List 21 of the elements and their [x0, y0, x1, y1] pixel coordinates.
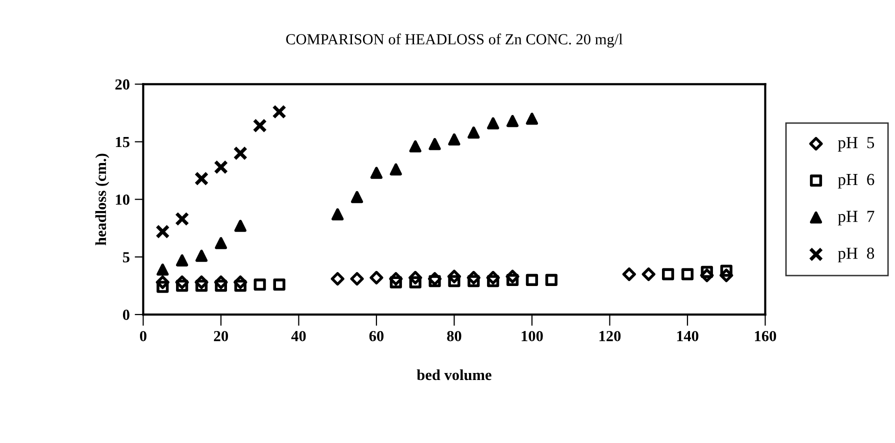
x-tick-label: 100 [522, 330, 543, 342]
chart-title: COMPARISON of HEADLOSS of Zn CONC. 20 mg/l [286, 34, 623, 48]
y-axis-title: headloss (cm.) [95, 154, 110, 246]
x-tick-label: 0 [140, 330, 146, 342]
y-tick-label: 15 [116, 136, 130, 148]
x-tick-label: 60 [369, 330, 384, 342]
legend-label: pH 5 [838, 137, 874, 152]
x-tick-label: 160 [754, 330, 776, 342]
x-tick-label: 80 [447, 330, 462, 342]
legend-label: pH 8 [838, 248, 874, 262]
legend-label: pH 7 [838, 210, 874, 226]
y-tick-label: 0 [122, 310, 130, 320]
x-tick-label: 40 [291, 330, 306, 342]
y-tick-label: 5 [122, 252, 130, 262]
x-tick-label: 20 [214, 330, 228, 342]
y-tick-label: 10 [116, 194, 130, 205]
x-tick-label: 140 [677, 330, 698, 342]
x-axis-title: bed volume [416, 369, 492, 380]
y-tick-label: 20 [115, 79, 130, 90]
legend-label: pH 6 [838, 174, 874, 189]
x-tick-label: 120 [599, 330, 621, 342]
